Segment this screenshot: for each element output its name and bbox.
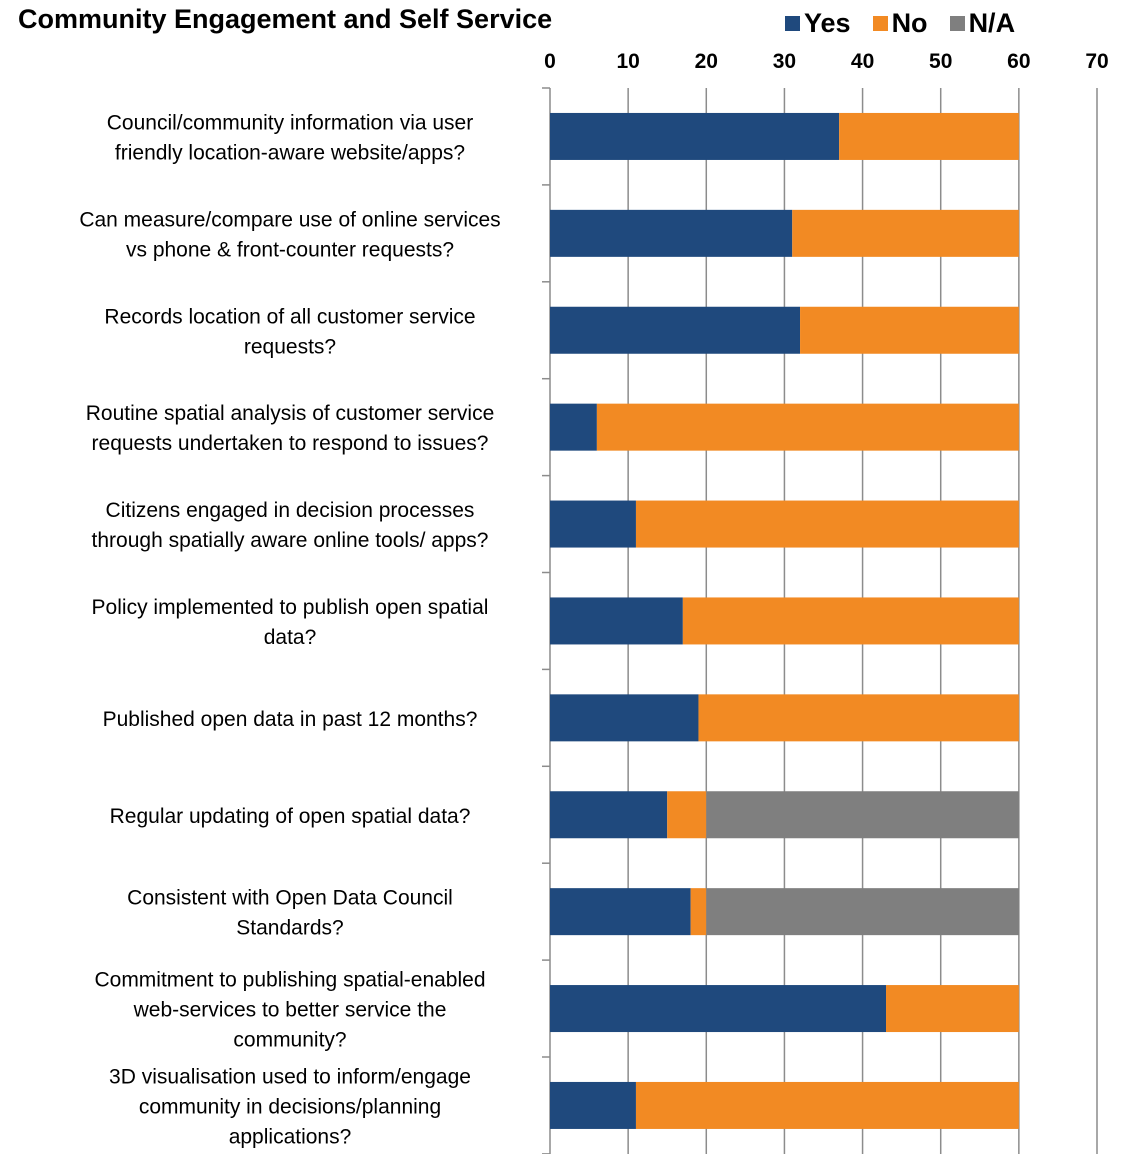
legend-item-na: N/A bbox=[949, 8, 1016, 39]
category-label-line: Commitment to publishing spatial-enabled bbox=[94, 969, 485, 992]
legend-label-yes: Yes bbox=[804, 8, 851, 38]
category-label-line: community in decisions/planning bbox=[139, 1095, 441, 1118]
bar-no-9 bbox=[690, 888, 707, 936]
legend-label-na: N/A bbox=[968, 8, 1016, 38]
legend-swatch-no bbox=[872, 16, 888, 31]
category-label-line: Citizens engaged in decision processes bbox=[106, 499, 475, 522]
x-tick-label-70: 70 bbox=[1085, 50, 1108, 73]
bar-yes-11 bbox=[550, 1081, 636, 1129]
bar-no-3 bbox=[800, 306, 1019, 354]
category-label-line: Regular updating of open spatial data? bbox=[110, 805, 471, 828]
bar-no-7 bbox=[698, 694, 1019, 742]
bar-no-11 bbox=[635, 1081, 1019, 1129]
category-label-line: Standards? bbox=[236, 917, 343, 940]
category-label-3: Records location of all customer service… bbox=[104, 305, 475, 358]
category-label-line: through spatially aware online tools/ ap… bbox=[92, 529, 489, 552]
category-label-line: friendly location-aware website/apps? bbox=[115, 141, 465, 164]
x-tick-label-20: 20 bbox=[695, 50, 718, 73]
bar-yes-3 bbox=[550, 306, 801, 354]
x-tick-label-50: 50 bbox=[929, 50, 952, 73]
bar-na-9 bbox=[706, 888, 1019, 936]
category-label-10: Commitment to publishing spatial-enabled… bbox=[94, 969, 485, 1052]
chart-title: Community Engagement and Self Service bbox=[18, 4, 553, 34]
category-label-line: requests undertaken to respond to issues… bbox=[92, 432, 489, 455]
category-label-4: Routine spatial analysis of customer ser… bbox=[86, 402, 495, 455]
category-label-9: Consistent with Open Data Council Standar… bbox=[127, 887, 453, 940]
legend-swatch-na bbox=[949, 16, 965, 31]
bar-yes-6 bbox=[550, 597, 683, 645]
legend-label-no: No bbox=[891, 8, 928, 38]
category-label-line: applications? bbox=[229, 1125, 352, 1148]
bar-yes-4 bbox=[550, 403, 597, 451]
bar-yes-5 bbox=[550, 500, 636, 548]
category-label-line: data? bbox=[264, 626, 317, 649]
bar-no-5 bbox=[635, 500, 1019, 548]
x-tick-label-40: 40 bbox=[851, 50, 874, 73]
category-label-7: Published open data in past 12 months? bbox=[103, 708, 478, 731]
category-label-line: Policy implemented to publish open spati… bbox=[92, 596, 489, 619]
category-label-11: 3D visualisation used to inform/engage co… bbox=[109, 1065, 471, 1148]
bar-no-1 bbox=[839, 112, 1019, 160]
category-label-line: Can measure/compare use of online servic… bbox=[79, 208, 500, 231]
category-label-2: Can measure/compare use of online servic… bbox=[79, 208, 500, 261]
legend-swatch-yes bbox=[785, 16, 800, 31]
bar-yes-2 bbox=[550, 209, 793, 257]
bar-yes-1 bbox=[550, 112, 840, 160]
legend: Yes No N/A bbox=[785, 8, 1015, 39]
x-tick-label-10: 10 bbox=[616, 50, 639, 73]
category-label-line: community? bbox=[233, 1029, 346, 1052]
bar-no-4 bbox=[596, 403, 1019, 451]
bar-no-8 bbox=[667, 791, 707, 839]
bar-no-2 bbox=[792, 209, 1019, 257]
category-label-6: Policy implemented to publish open spati… bbox=[92, 596, 489, 649]
x-tick-label-60: 60 bbox=[1007, 50, 1030, 73]
category-label-line: 3D visualisation used to inform/engage bbox=[109, 1065, 471, 1088]
category-label-8: Regular updating of open spatial data? bbox=[110, 805, 471, 828]
x-tick-label-30: 30 bbox=[773, 50, 796, 73]
category-label-line: vs phone & front-counter requests? bbox=[126, 238, 454, 261]
bar-yes-10 bbox=[550, 985, 887, 1033]
bar-yes-7 bbox=[550, 694, 699, 742]
bar-no-6 bbox=[682, 597, 1019, 645]
category-label-line: Consistent with Open Data Council bbox=[127, 887, 453, 910]
bar-no-10 bbox=[886, 985, 1019, 1033]
legend-item-no: No bbox=[872, 8, 928, 39]
category-label-5: Citizens engaged in decision processes th… bbox=[92, 499, 489, 552]
category-label-line: Routine spatial analysis of customer ser… bbox=[86, 402, 495, 425]
bar-yes-9 bbox=[550, 888, 691, 936]
category-label-line: Published open data in past 12 months? bbox=[103, 708, 478, 731]
category-label-line: web-services to better service the bbox=[133, 999, 447, 1022]
bar-na-8 bbox=[706, 791, 1019, 839]
legend-item-yes: Yes bbox=[785, 8, 851, 39]
category-label-line: requests? bbox=[244, 335, 336, 358]
category-label-1: Council/community information via user fr… bbox=[107, 111, 473, 164]
bar-yes-8 bbox=[550, 791, 668, 839]
category-label-line: Records location of all customer service bbox=[104, 305, 475, 328]
x-tick-label-0: 0 bbox=[544, 50, 556, 73]
category-label-line: Council/community information via user bbox=[107, 111, 473, 134]
